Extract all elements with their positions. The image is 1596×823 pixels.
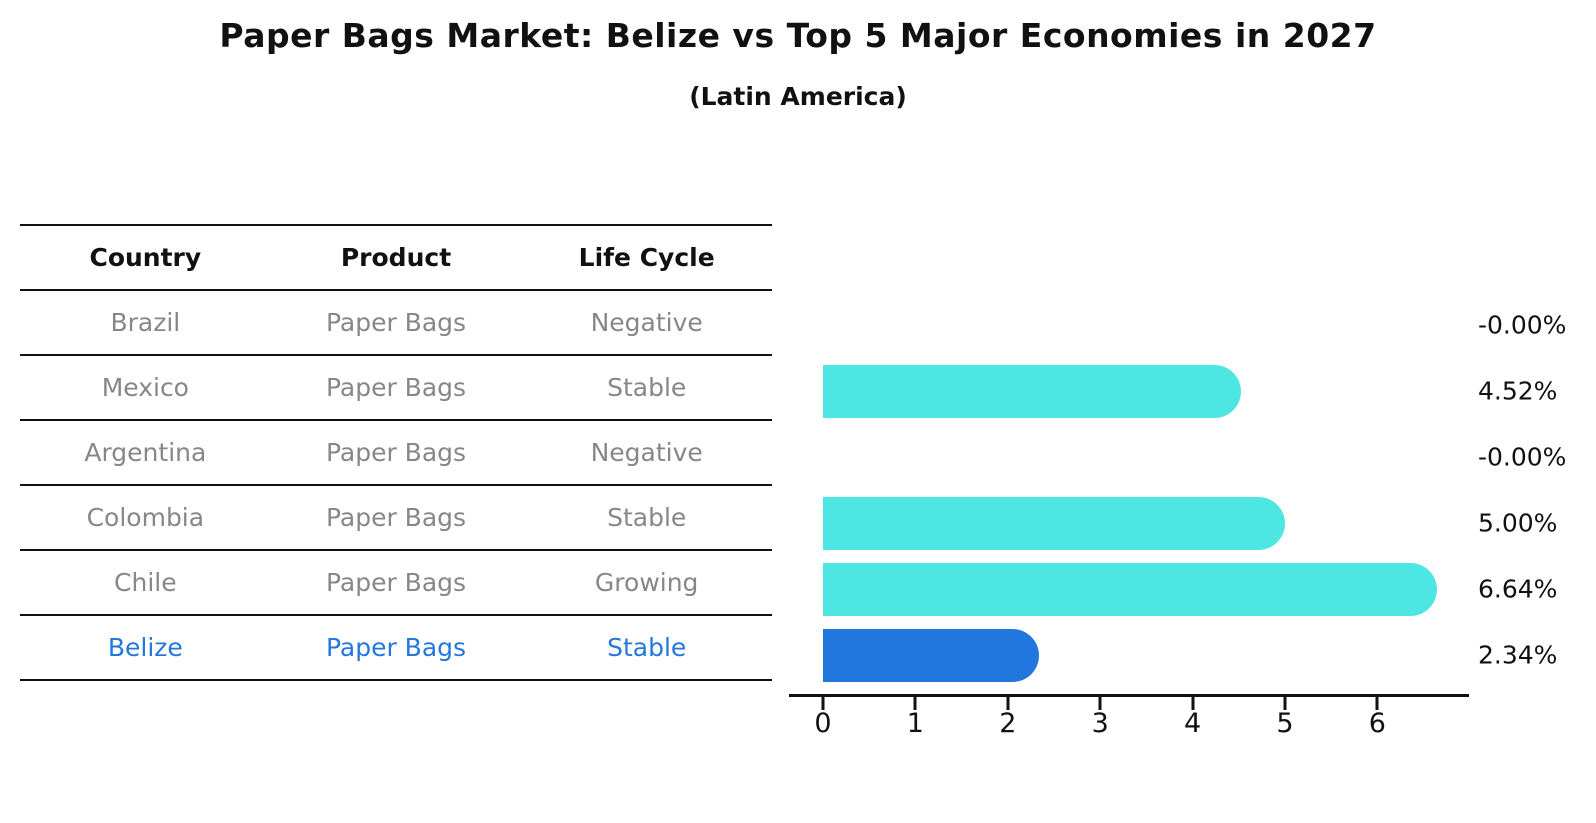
table-cell-country: Argentina bbox=[84, 438, 207, 467]
x-tick-mark bbox=[1006, 697, 1010, 710]
table-cell-product: Paper Bags bbox=[325, 308, 467, 337]
x-tick-mark bbox=[913, 697, 917, 710]
table-row: Colombia Paper Bags Stable bbox=[20, 486, 772, 551]
table-cell-product: Paper Bags bbox=[325, 568, 467, 597]
table-cell-product: Paper Bags bbox=[325, 503, 467, 532]
bar-mexico bbox=[823, 364, 1241, 418]
x-tick-label: 0 bbox=[814, 708, 832, 739]
bar-colombia bbox=[823, 496, 1285, 550]
table-cell-country: Brazil bbox=[110, 308, 181, 337]
table-header-product: Product bbox=[340, 243, 452, 272]
table-cell-product: Paper Bags bbox=[325, 438, 467, 467]
table-cell-life-cycle: Stable bbox=[607, 373, 687, 402]
bar-belize bbox=[823, 628, 1040, 682]
table-cell-life-cycle: Negative bbox=[590, 308, 703, 337]
table-body: Brazil Paper Bags Negative Mexico Paper … bbox=[20, 291, 772, 681]
table-cell-country: Belize bbox=[107, 633, 183, 662]
table-row: Chile Paper Bags Growing bbox=[20, 551, 772, 616]
table-row: Brazil Paper Bags Negative bbox=[20, 291, 772, 356]
table-row: Mexico Paper Bags Stable bbox=[20, 356, 772, 421]
x-tick-mark bbox=[1283, 697, 1287, 710]
x-tick-mark bbox=[1191, 697, 1195, 710]
x-tick-label: 2 bbox=[999, 708, 1017, 739]
bar-value-label: -0.00% bbox=[1478, 442, 1567, 472]
x-tick-label: 6 bbox=[1368, 708, 1386, 739]
table-cell-product: Paper Bags bbox=[325, 373, 467, 402]
table-header-row: Country Product Life Cycle bbox=[20, 226, 772, 291]
bar-value-label: 2.34% bbox=[1478, 640, 1558, 670]
x-axis-line bbox=[789, 694, 1469, 697]
table-cell-country: Chile bbox=[114, 568, 177, 597]
table-cell-life-cycle: Stable bbox=[607, 633, 687, 662]
x-tick-label: 3 bbox=[1091, 708, 1109, 739]
table-row: Argentina Paper Bags Negative bbox=[20, 421, 772, 486]
table-cell-country: Mexico bbox=[101, 373, 189, 402]
table-cell-life-cycle: Stable bbox=[607, 503, 687, 532]
table-cell-country: Colombia bbox=[86, 503, 205, 532]
table-cell-life-cycle: Growing bbox=[594, 568, 699, 597]
table-row: Belize Paper Bags Stable bbox=[20, 616, 772, 681]
x-tick-mark bbox=[1098, 697, 1102, 710]
x-tick-label: 1 bbox=[906, 708, 924, 739]
chart-subtitle: (Latin America) bbox=[689, 82, 907, 111]
table-cell-product: Paper Bags bbox=[325, 633, 467, 662]
bar-value-label: -0.00% bbox=[1478, 310, 1567, 340]
bar-value-label: 6.64% bbox=[1478, 574, 1558, 604]
x-tick-mark bbox=[1375, 697, 1379, 710]
x-tick-mark bbox=[821, 697, 825, 710]
country-table: Country Product Life Cycle Brazil Paper … bbox=[20, 224, 772, 681]
bar-value-label: 5.00% bbox=[1478, 508, 1558, 538]
table-cell-life-cycle: Negative bbox=[590, 438, 703, 467]
x-tick-label: 4 bbox=[1184, 708, 1202, 739]
chart-title: Paper Bags Market: Belize vs Top 5 Major… bbox=[219, 16, 1377, 55]
bar-chile bbox=[823, 562, 1437, 616]
x-tick-label: 5 bbox=[1276, 708, 1294, 739]
bar-value-label: 4.52% bbox=[1478, 376, 1558, 406]
table-header-life-cycle: Life Cycle bbox=[578, 243, 715, 272]
table-header-country: Country bbox=[89, 243, 202, 272]
